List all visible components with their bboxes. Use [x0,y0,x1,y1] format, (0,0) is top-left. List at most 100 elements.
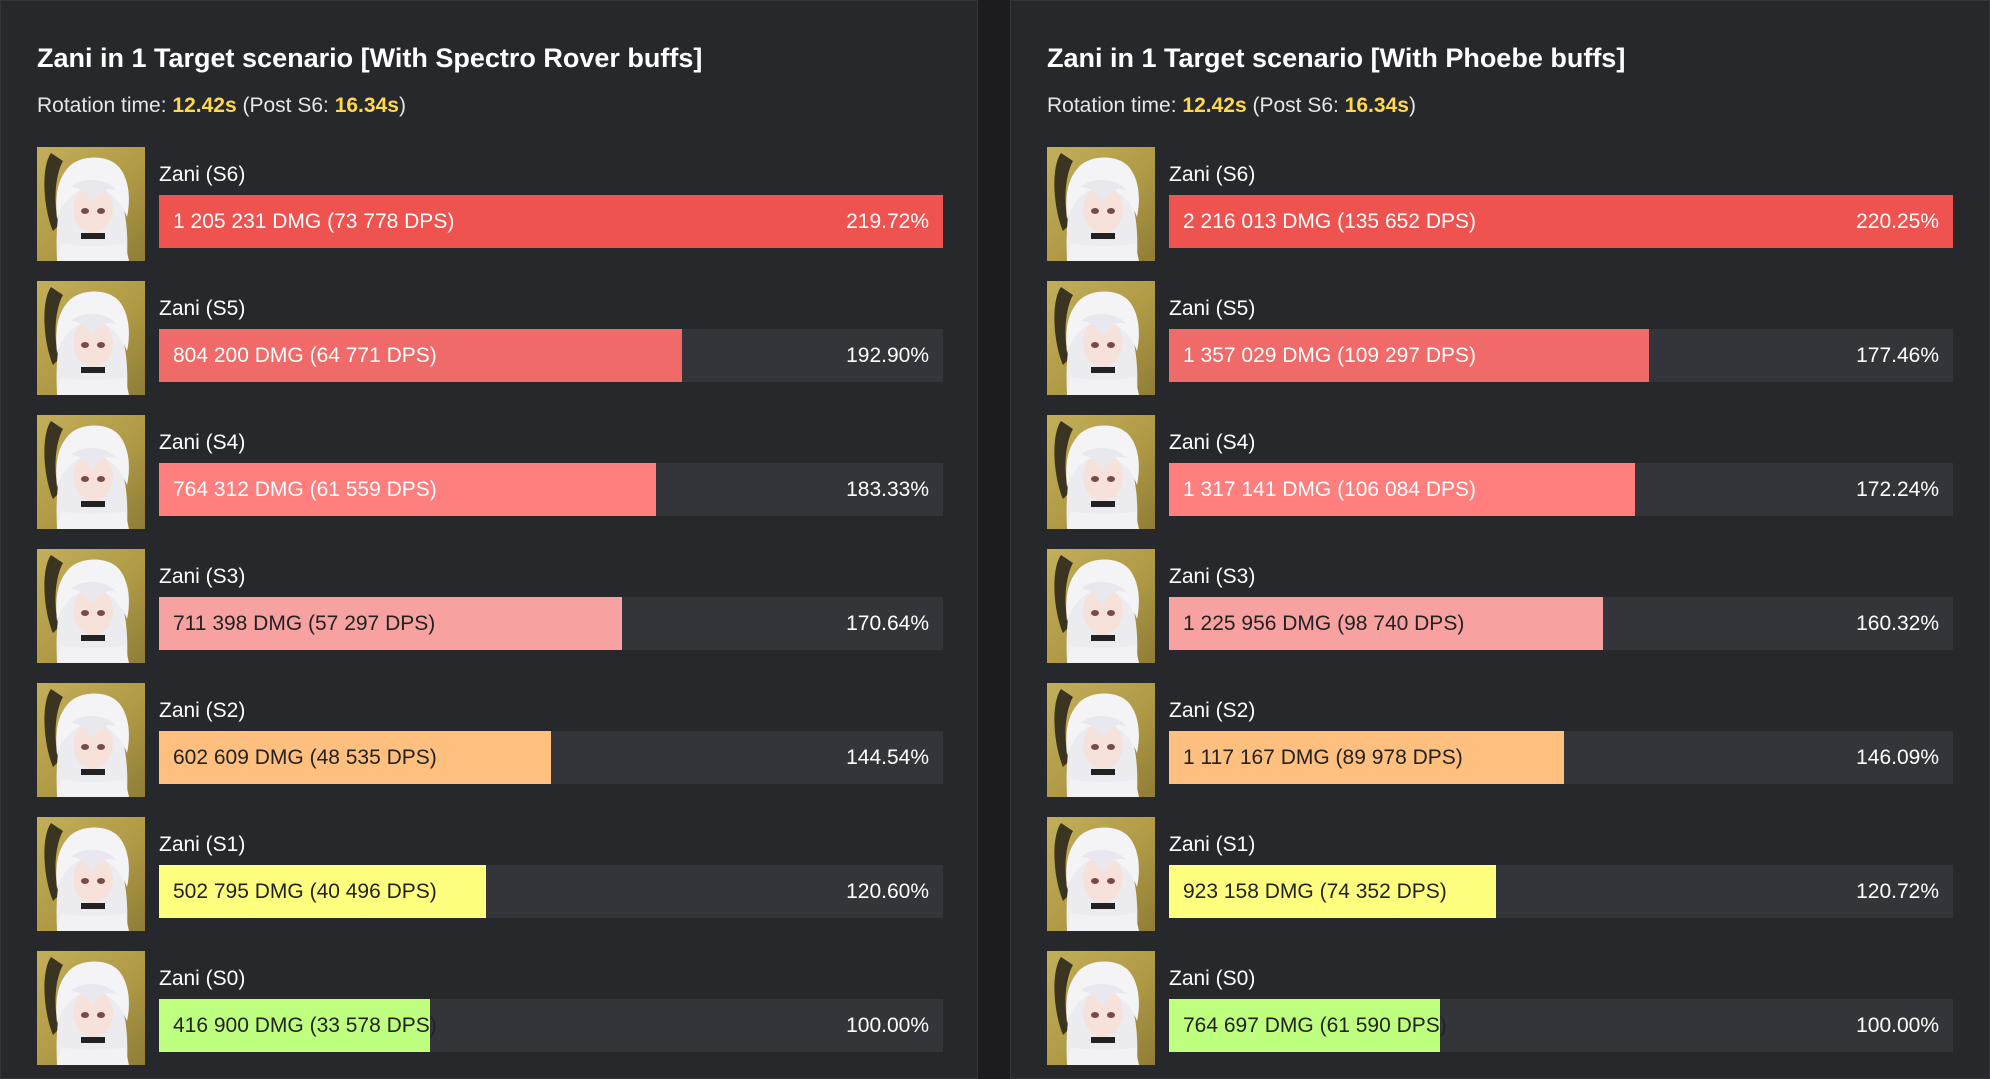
bar-row: Zani (S2) 1 117 167 DMG (89 978 DPS) 146.0… [1047,683,1953,797]
bar-track: 1 205 231 DMG (73 778 DPS) 219.72% [159,195,943,248]
character-avatar-image [1047,415,1155,529]
bar-percent-label: 172.24% [1856,478,1939,501]
bar-row: Zani (S4) 1 317 141 DMG (106 084 DPS) 172.… [1047,415,1953,529]
bar-value-label: 1 357 029 DMG (109 297 DPS) [1183,344,1476,367]
bar-value-label: 502 795 DMG (40 496 DPS) [173,880,437,903]
category-label: Zani (S2) [1169,699,1256,722]
bar-percent-label: 100.00% [846,1014,929,1037]
rotation-close: ) [1408,94,1416,117]
bar-track: 711 398 DMG (57 297 DPS) 170.64% [159,597,943,650]
rotation-time: Rotation time: 12.42s (Post S6: 16.34s) [37,94,406,118]
bar-percent-label: 160.32% [1856,612,1939,635]
bar [1169,865,1496,918]
bar-percent-label: 192.90% [846,344,929,367]
bar-row: Zani (S3) 1 225 956 DMG (98 740 DPS) 160.3… [1047,549,1953,663]
rotation-label: Rotation time: [37,94,167,117]
bar-track: 602 609 DMG (48 535 DPS) 144.54% [159,731,943,784]
bar-track: 1 225 956 DMG (98 740 DPS) 160.32% [1169,597,1953,650]
rotation-post-label: (Post S6: [1252,94,1339,117]
bar-track: 2 216 013 DMG (135 652 DPS) 220.25% [1169,195,1953,248]
character-avatar-image [1047,147,1155,261]
character-avatar-image [1047,549,1155,663]
chart-panel-phoebe: Zani in 1 Target scenario [With Phoebe b… [1010,0,1990,1079]
bar-row: Zani (S5) 1 357 029 DMG (109 297 DPS) 177.… [1047,281,1953,395]
character-avatar-image [1047,951,1155,1065]
bar-value-label: 711 398 DMG (57 297 DPS) [173,612,436,635]
bar-value-label: 764 312 DMG (61 559 DPS) [173,478,437,501]
character-avatar-image [37,415,145,529]
bar-track: 764 312 DMG (61 559 DPS) 183.33% [159,463,943,516]
bar [1169,597,1603,650]
bar-row: Zani (S6) 1 205 231 DMG (73 778 DPS) 219.7… [37,147,943,261]
bar-percent-label: 120.60% [846,880,929,903]
category-label: Zani (S4) [159,431,246,454]
rotation-post-time-value: 16.34s [334,94,399,117]
bar [1169,329,1649,382]
bar-track: 1 317 141 DMG (106 084 DPS) 172.24% [1169,463,1953,516]
chart-title: Zani in 1 Target scenario [With Phoebe b… [1047,43,1626,73]
bar-value-label: 804 200 DMG (64 771 DPS) [173,344,437,367]
character-avatar-image [37,281,145,395]
bar-value-label: 602 609 DMG (48 535 DPS) [173,746,437,769]
bar-row: Zani (S0) 764 697 DMG (61 590 DPS) 100.00% [1047,951,1953,1065]
bar-value-label: 1 117 167 DMG (89 978 DPS) [1183,746,1463,769]
bar [159,195,943,248]
category-label: Zani (S1) [1169,833,1256,856]
bar-row: Zani (S1) 923 158 DMG (74 352 DPS) 120.72% [1047,817,1953,931]
bar-percent-label: 177.46% [1856,344,1939,367]
bar-percent-label: 120.72% [1856,880,1939,903]
bar [159,731,551,784]
character-avatar-image [37,147,145,261]
bar-row: Zani (S6) 2 216 013 DMG (135 652 DPS) 220.… [1047,147,1953,261]
character-avatar-image [37,683,145,797]
bar-percent-label: 219.72% [846,210,929,233]
bar-row: Zani (S1) 502 795 DMG (40 496 DPS) 120.60% [37,817,943,931]
bar-value-label: 416 900 DMG (33 578 DPS) [173,1014,437,1037]
bar-track: 1 357 029 DMG (109 297 DPS) 177.46% [1169,329,1953,382]
rotation-label: Rotation time: [1047,94,1177,117]
bar-value-label: 1 205 231 DMG (73 778 DPS) [173,210,455,233]
bar-track: 923 158 DMG (74 352 DPS) 120.72% [1169,865,1953,918]
category-label: Zani (S6) [159,163,246,186]
category-label: Zani (S2) [159,699,246,722]
category-label: Zani (S4) [1169,431,1256,454]
bar [1169,463,1635,516]
rotation-time-value: 12.42s [1182,94,1247,117]
bar-row: Zani (S0) 416 900 DMG (33 578 DPS) 100.00% [37,951,943,1065]
character-avatar-image [37,817,145,931]
character-avatar-image [1047,281,1155,395]
bar-track: 416 900 DMG (33 578 DPS) 100.00% [159,999,943,1052]
bar-percent-label: 100.00% [1856,1014,1939,1037]
category-label: Zani (S1) [159,833,246,856]
rotation-time-value: 12.42s [172,94,237,117]
character-avatar-image [37,549,145,663]
rotation-post-label: (Post S6: [242,94,329,117]
bar-row: Zani (S2) 602 609 DMG (48 535 DPS) 144.54% [37,683,943,797]
character-avatar-image [1047,683,1155,797]
bar-value-label: 1 225 956 DMG (98 740 DPS) [1183,612,1465,635]
category-label: Zani (S0) [1169,967,1256,990]
rotation-post-time-value: 16.34s [1344,94,1409,117]
category-label: Zani (S3) [159,565,246,588]
chart-title: Zani in 1 Target scenario [With Spectro … [37,43,703,73]
bar-value-label: 764 697 DMG (61 590 DPS) [1183,1014,1447,1037]
character-avatar-image [37,951,145,1065]
bar [159,329,682,382]
bar-percent-label: 144.54% [846,746,929,769]
bar-track: 502 795 DMG (40 496 DPS) 120.60% [159,865,943,918]
bar-value-label: 2 216 013 DMG (135 652 DPS) [1183,210,1476,233]
bar-percent-label: 170.64% [846,612,929,635]
bar-value-label: 923 158 DMG (74 352 DPS) [1183,880,1447,903]
bar-track: 764 697 DMG (61 590 DPS) 100.00% [1169,999,1953,1052]
bar-track: 804 200 DMG (64 771 DPS) 192.90% [159,329,943,382]
bar [159,597,622,650]
bar-value-label: 1 317 141 DMG (106 084 DPS) [1183,478,1476,501]
character-avatar-image [1047,817,1155,931]
bar-row: Zani (S4) 764 312 DMG (61 559 DPS) 183.33% [37,415,943,529]
category-label: Zani (S3) [1169,565,1256,588]
chart-panel-spectro-rover: Zani in 1 Target scenario [With Spectro … [0,0,978,1079]
bar [159,463,656,516]
category-label: Zani (S6) [1169,163,1256,186]
category-label: Zani (S0) [159,967,246,990]
bar-percent-label: 220.25% [1856,210,1939,233]
